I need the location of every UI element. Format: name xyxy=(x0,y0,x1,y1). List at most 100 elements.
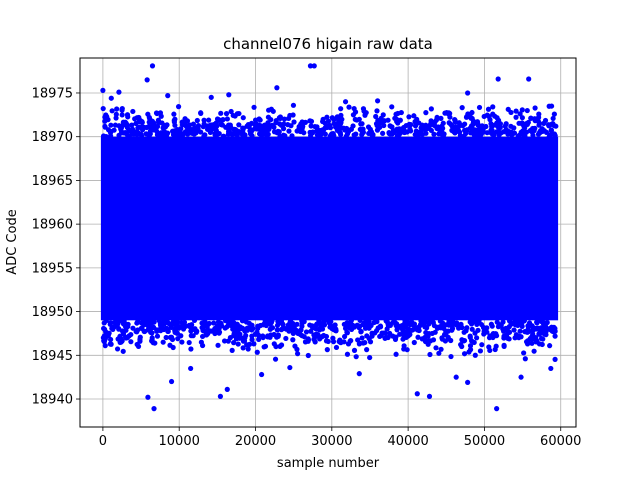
data-point xyxy=(466,349,472,355)
data-point xyxy=(529,340,535,346)
data-point xyxy=(191,317,198,323)
data-point xyxy=(251,341,257,347)
data-point xyxy=(129,126,136,132)
data-point-outlier xyxy=(274,85,280,91)
data-point xyxy=(122,334,129,340)
data-point xyxy=(162,124,169,130)
data-point xyxy=(461,351,468,357)
data-point xyxy=(195,122,202,129)
data-point xyxy=(511,327,517,333)
data-point xyxy=(101,337,108,343)
data-point xyxy=(341,333,348,340)
x-tick-label: 50000 xyxy=(464,434,505,449)
data-point xyxy=(291,119,297,125)
data-point xyxy=(456,129,463,135)
data-point xyxy=(156,317,162,324)
data-point xyxy=(215,342,221,348)
data-point xyxy=(263,124,269,130)
data-point xyxy=(324,124,331,131)
data-point xyxy=(542,331,548,337)
data-point xyxy=(134,320,140,326)
data-point-outlier xyxy=(307,63,314,69)
data-point xyxy=(260,334,266,341)
data-point xyxy=(235,341,241,347)
data-point xyxy=(321,332,327,339)
data-point-outlier xyxy=(453,374,459,380)
data-point xyxy=(426,318,433,324)
data-point xyxy=(541,128,547,134)
data-point xyxy=(188,322,195,328)
data-point xyxy=(128,331,134,338)
data-point xyxy=(547,343,553,349)
x-tick-label: 0 xyxy=(99,434,107,449)
data-point xyxy=(133,120,139,127)
data-point xyxy=(236,122,242,128)
data-point xyxy=(456,120,462,126)
data-point xyxy=(490,104,496,110)
data-point xyxy=(114,346,121,352)
data-point xyxy=(324,347,330,353)
data-point xyxy=(102,343,108,349)
data-point xyxy=(322,120,328,126)
data-point xyxy=(290,102,297,108)
data-point xyxy=(474,335,480,341)
x-axis-label: sample number xyxy=(277,456,380,471)
data-point xyxy=(114,106,120,112)
data-point xyxy=(198,129,204,135)
data-point xyxy=(119,106,125,112)
data-point xyxy=(517,328,523,334)
data-point xyxy=(171,111,177,117)
data-point xyxy=(446,322,452,328)
data-point xyxy=(519,107,525,113)
data-point xyxy=(548,127,554,133)
data-point xyxy=(239,318,246,324)
data-point xyxy=(258,132,265,138)
data-point xyxy=(274,327,280,333)
data-point xyxy=(148,119,154,125)
y-tick-label: 18965 xyxy=(32,174,73,189)
data-point-outlier xyxy=(494,406,500,412)
data-point xyxy=(402,321,408,327)
data-point xyxy=(390,333,396,339)
data-point xyxy=(230,319,236,326)
data-point xyxy=(508,321,514,327)
data-point xyxy=(294,346,300,352)
data-point xyxy=(240,338,247,344)
data-point-outlier xyxy=(495,76,501,82)
data-point-outlier xyxy=(100,87,106,93)
data-point-outlier xyxy=(426,393,433,399)
data-point xyxy=(330,339,337,345)
data-point xyxy=(418,125,424,131)
data-point xyxy=(474,321,480,327)
data-point-outlier xyxy=(217,393,224,399)
data-point xyxy=(262,343,269,349)
data-point xyxy=(297,128,304,135)
data-point-outlier xyxy=(375,98,381,104)
data-point xyxy=(443,328,449,334)
data-point xyxy=(120,348,126,354)
data-band-core xyxy=(100,136,559,321)
data-point xyxy=(107,320,114,326)
data-point xyxy=(359,335,365,341)
data-point xyxy=(229,132,235,138)
data-point xyxy=(246,341,253,347)
data-point xyxy=(397,331,403,337)
data-point-outlier xyxy=(311,63,317,69)
x-tick-label: 40000 xyxy=(387,434,428,449)
data-point xyxy=(533,339,539,345)
data-point xyxy=(228,108,234,115)
data-point-outlier xyxy=(548,103,555,109)
data-point xyxy=(531,128,537,134)
data-point xyxy=(272,356,279,362)
data-point xyxy=(132,116,138,122)
data-point xyxy=(308,123,314,129)
y-axis-ticks: 18940 18945 18950 18955 18960 18965 18970 18975 xyxy=(32,86,80,408)
data-point xyxy=(210,124,216,130)
data-point xyxy=(206,117,212,123)
data-point-outlier xyxy=(151,406,157,412)
data-point xyxy=(342,127,348,133)
data-point xyxy=(224,116,230,122)
data-point xyxy=(268,319,274,326)
data-point xyxy=(169,336,176,343)
data-point xyxy=(542,117,549,124)
